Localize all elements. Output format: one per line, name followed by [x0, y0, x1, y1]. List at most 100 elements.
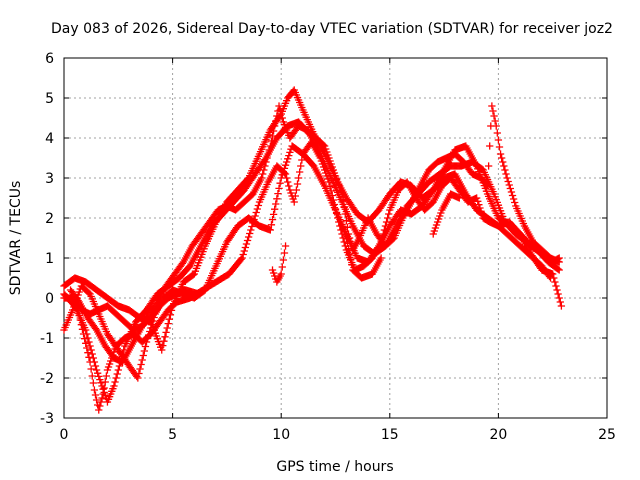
- data-point-sat-b: [494, 201, 503, 209]
- data-point-sat-e: [323, 148, 331, 156]
- data-point-sat-d: [385, 210, 393, 218]
- data-point-sat-f: [348, 261, 356, 269]
- data-point-sat-d: [476, 204, 484, 212]
- data-point-sat-e: [501, 166, 509, 174]
- x-axis-label: GPS time / hours: [276, 459, 393, 475]
- data-point-sat-e: [502, 170, 510, 178]
- data-point-sat-b: [492, 195, 500, 204]
- data-point-sat-c: [140, 347, 149, 355]
- data-point-sat-e: [493, 129, 501, 137]
- data-point-sat-e: [258, 174, 266, 182]
- data-point-sat-e: [265, 146, 273, 154]
- data-point-sat-d: [238, 254, 246, 262]
- data-point-sat-d: [246, 229, 254, 238]
- data-point-sat-e: [327, 160, 335, 168]
- data-point-sat-d: [100, 384, 108, 392]
- data-point-sat-b: [105, 393, 114, 401]
- data-point-sat-e: [335, 181, 343, 189]
- data-point-sat-a: [163, 324, 171, 332]
- data-point-sat-c: [267, 221, 276, 229]
- data-point-sat-d: [95, 406, 103, 414]
- data-point-sat-d: [280, 169, 289, 177]
- data-point-sat-d: [80, 335, 89, 343]
- data-point-sat-a: [158, 346, 166, 354]
- data-point-sat-d: [99, 390, 107, 398]
- y-tick-label: 5: [45, 91, 54, 107]
- data-point-sat-e: [338, 190, 346, 198]
- data-point-sat-c: [269, 210, 278, 219]
- data-point-sat-b: [498, 209, 506, 218]
- data-point-sat-d: [249, 219, 257, 227]
- data-point-sat-b: [103, 398, 112, 406]
- y-tick-label: 1: [45, 251, 54, 267]
- data-point-sat-a: [159, 341, 167, 350]
- data-point-sat-f: [343, 239, 352, 247]
- data-point-sat-d: [76, 316, 84, 324]
- data-point-sat-a: [196, 256, 204, 264]
- x-tick-label: 10: [272, 427, 290, 443]
- data-point-sat-a: [191, 267, 200, 275]
- y-tick-label: -3: [40, 411, 54, 427]
- data-point-sat-c: [553, 286, 561, 294]
- data-point-sat-d: [318, 160, 327, 168]
- data-point-sat-d: [101, 378, 109, 386]
- data-point-sat-c: [135, 369, 143, 378]
- data-point-sat-e: [506, 184, 514, 193]
- data-point-sat-e: [509, 195, 518, 203]
- data-point-sat-e: [271, 122, 279, 130]
- data-point-sat-d: [478, 211, 486, 219]
- data-point-sat-e: [341, 210, 349, 218]
- data-point-sat-f: [277, 270, 285, 278]
- data-point-sat-b: [490, 190, 498, 198]
- y-tick-label: -1: [40, 331, 54, 347]
- data-point-sat-e: [342, 217, 351, 225]
- data-point-sat-c: [276, 179, 284, 187]
- data-point-sat-d: [91, 391, 100, 399]
- data-point-sat-d: [322, 169, 330, 177]
- data-point-sat-e: [278, 114, 286, 122]
- data-point-sat-b: [112, 374, 120, 382]
- data-point-sat-d: [325, 178, 333, 186]
- data-point-sat-d: [107, 357, 115, 365]
- data-point-sat-a: [195, 259, 203, 267]
- data-point-sat-d: [317, 157, 326, 165]
- data-point-sat-f: [437, 209, 445, 217]
- data-point-sat-d: [323, 172, 331, 180]
- x-tick-label: 0: [60, 427, 69, 443]
- data-point-sat-d: [252, 208, 260, 217]
- data-point-sat-e: [325, 154, 333, 162]
- data-point-sat-a: [152, 332, 160, 340]
- data-point-sat-a: [282, 97, 291, 105]
- data-point-sat-e: [272, 117, 280, 125]
- data-point-sat-c: [134, 374, 142, 382]
- data-point-sat-c: [266, 226, 274, 234]
- data-point-sat-d: [103, 366, 112, 374]
- data-point-sat-d: [86, 358, 94, 366]
- data-point-sat-f: [429, 230, 437, 238]
- data-point-sat-f: [377, 254, 385, 262]
- data-point-sat-d: [84, 349, 92, 357]
- data-point-sat-d: [290, 198, 298, 206]
- data-point-sat-c: [139, 351, 147, 360]
- data-point-sat-d: [327, 187, 335, 195]
- data-point-sat-e: [508, 191, 517, 200]
- data-point-sat-f: [432, 221, 441, 229]
- data-point-sat-d: [382, 218, 391, 226]
- data-point-sat-d: [240, 247, 248, 255]
- data-point-sat-b: [88, 350, 96, 358]
- data-point-sat-d: [332, 209, 341, 218]
- data-point-sat-e: [347, 238, 355, 246]
- data-point-sat-c: [274, 189, 282, 198]
- data-point-sat-d: [285, 182, 293, 190]
- data-point-sat-d: [293, 180, 302, 188]
- data-point-sat-c: [275, 184, 283, 193]
- data-point-sat-f: [430, 227, 438, 235]
- data-point-sat-c: [552, 282, 560, 290]
- data-point-sat-c: [284, 155, 292, 163]
- data-point-sat-e: [281, 123, 290, 131]
- data-point-sat-e: [511, 198, 519, 207]
- data-point-sat-b: [495, 204, 504, 212]
- data-point-sat-b: [95, 372, 103, 381]
- data-point-sat-e: [484, 162, 493, 170]
- data-point-sat-f: [268, 266, 277, 274]
